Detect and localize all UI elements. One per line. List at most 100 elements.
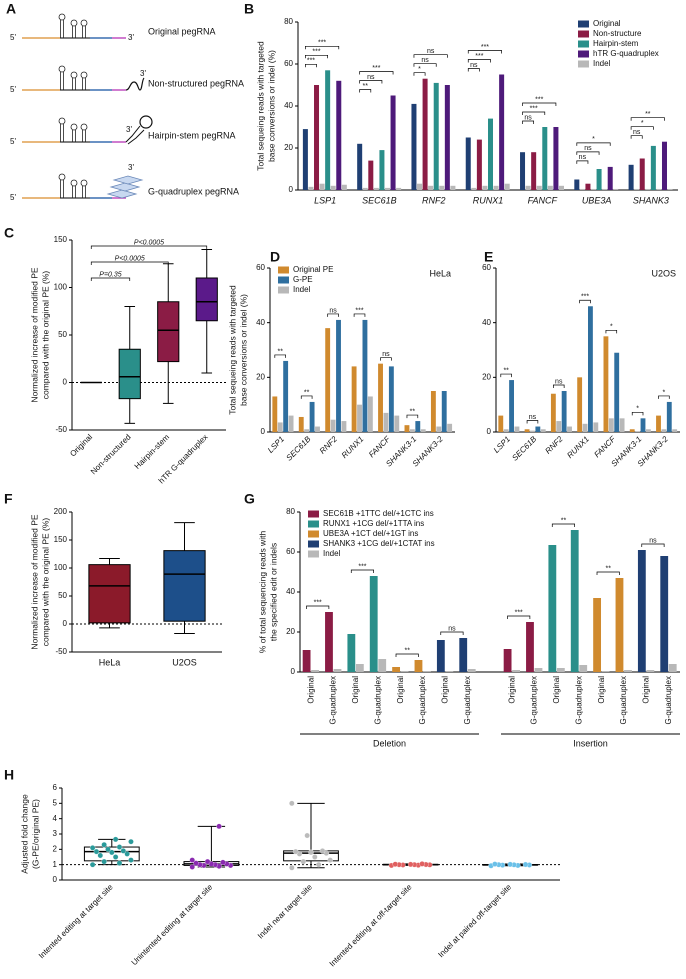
significance-bracket [579,299,591,304]
x-tick-label: Intented editing at off-target site [328,882,414,968]
five-prime: 5' [10,33,16,42]
x-tick-label: LSP1 [492,435,512,455]
bar [379,150,385,190]
indel-bar [547,185,553,190]
indel-bar [582,423,588,432]
bar [368,160,374,190]
bar [465,137,471,190]
significance-label: ns [555,378,563,385]
g-quartet [106,189,138,199]
x-tick-label: Original [507,676,516,704]
hairpin [82,26,86,38]
y-tick-label: 40 [286,587,295,596]
panel-letter: B [244,1,254,17]
y-axis-label: (G-PE/original PE) [30,799,40,869]
indel-bar [556,421,562,432]
bar [272,396,278,432]
legend-swatch [278,286,289,294]
hairpin-loop [70,71,78,79]
bar [444,85,450,190]
legend-label: Indel [323,549,341,558]
x-tick-label: G-quadruplex [574,676,583,724]
significance-bracket [305,54,328,59]
y-tick-label: 6 [53,783,58,792]
significance-bracket [631,411,644,416]
bar [585,183,591,190]
x-tick-label: Original [552,676,561,704]
y-axis-label: compared with the original PE (%) [40,271,50,400]
y-axis-label: Normalized increase of modified PE [29,267,39,402]
indel-bar [319,183,325,190]
y-tick-label: 100 [54,283,68,292]
significance-bracket [551,523,575,527]
bar [325,328,331,432]
x-tick-label: SEC61B [362,195,397,205]
indel-bar [304,429,310,432]
point [101,858,107,865]
y-axis-label: Normalized increase of modified PE [29,514,39,649]
significance-label: * [641,120,644,127]
significance-bracket [605,329,618,334]
x-tick-label: HeLa [99,657,121,667]
bar [577,377,583,432]
legend-label: Indel [293,285,311,294]
indel-bar [556,668,565,672]
x-tick-label: SHANK3 [633,195,669,205]
indel-bar [330,419,336,432]
bar [369,576,378,672]
significance-label: ns [579,154,587,161]
significance-bracket [658,395,670,399]
hairpin-loop [58,117,66,125]
y-tick-label: 60 [286,547,295,556]
y-tick-label: 150 [54,535,68,544]
hairpin [60,180,64,198]
point [112,854,119,860]
significance-bracket [641,543,665,547]
legend-label: SEC61B +1TTC del/+1CTC ins [323,509,434,518]
indel-bar [668,664,677,672]
bar [637,550,646,672]
bar [404,425,410,432]
hairpin-loop [58,173,66,181]
indel-bar [602,188,608,190]
x-tick-label: Original [441,676,450,704]
y-tick-label: 2 [53,844,58,853]
significance-label: * [636,406,639,413]
indel-bar [661,429,667,432]
indel-bar [645,429,651,432]
panel-letter: H [4,767,14,783]
bar [666,401,672,432]
hairpin-loop [80,179,88,187]
significance-label: P=0.35 [99,271,121,278]
indel-bar [315,426,320,432]
point [93,848,100,855]
panel-letter: D [270,249,280,265]
indel-bar [482,185,488,190]
significance-bracket [413,72,426,76]
bar [499,74,505,190]
x-tick-label: FANCF [528,195,558,205]
y-tick-label: 150 [54,235,68,244]
significance-label: * [610,324,613,331]
panel-letter: F [4,491,13,507]
legend-label: Original PE [293,265,333,274]
five-prime: 5' [10,193,16,202]
tail-loop [139,115,153,129]
indel-bar [277,422,283,432]
point [522,861,529,868]
significance-label: *** [515,609,523,616]
indel-bar [536,185,542,190]
x-tick-label: Original [68,432,94,458]
significance-bracket [327,313,339,317]
significance-bracket [630,117,665,121]
point [101,841,107,848]
x-tick-label: RNF2 [318,434,340,456]
significance-label: *** [318,40,326,47]
indel-bar [530,430,535,432]
indel-bar [558,185,564,190]
significance-label: ns [421,57,429,64]
significance-bracket [413,63,437,67]
indel-bar [667,188,673,190]
bar [535,426,541,432]
three-prime: 3' [140,69,146,78]
